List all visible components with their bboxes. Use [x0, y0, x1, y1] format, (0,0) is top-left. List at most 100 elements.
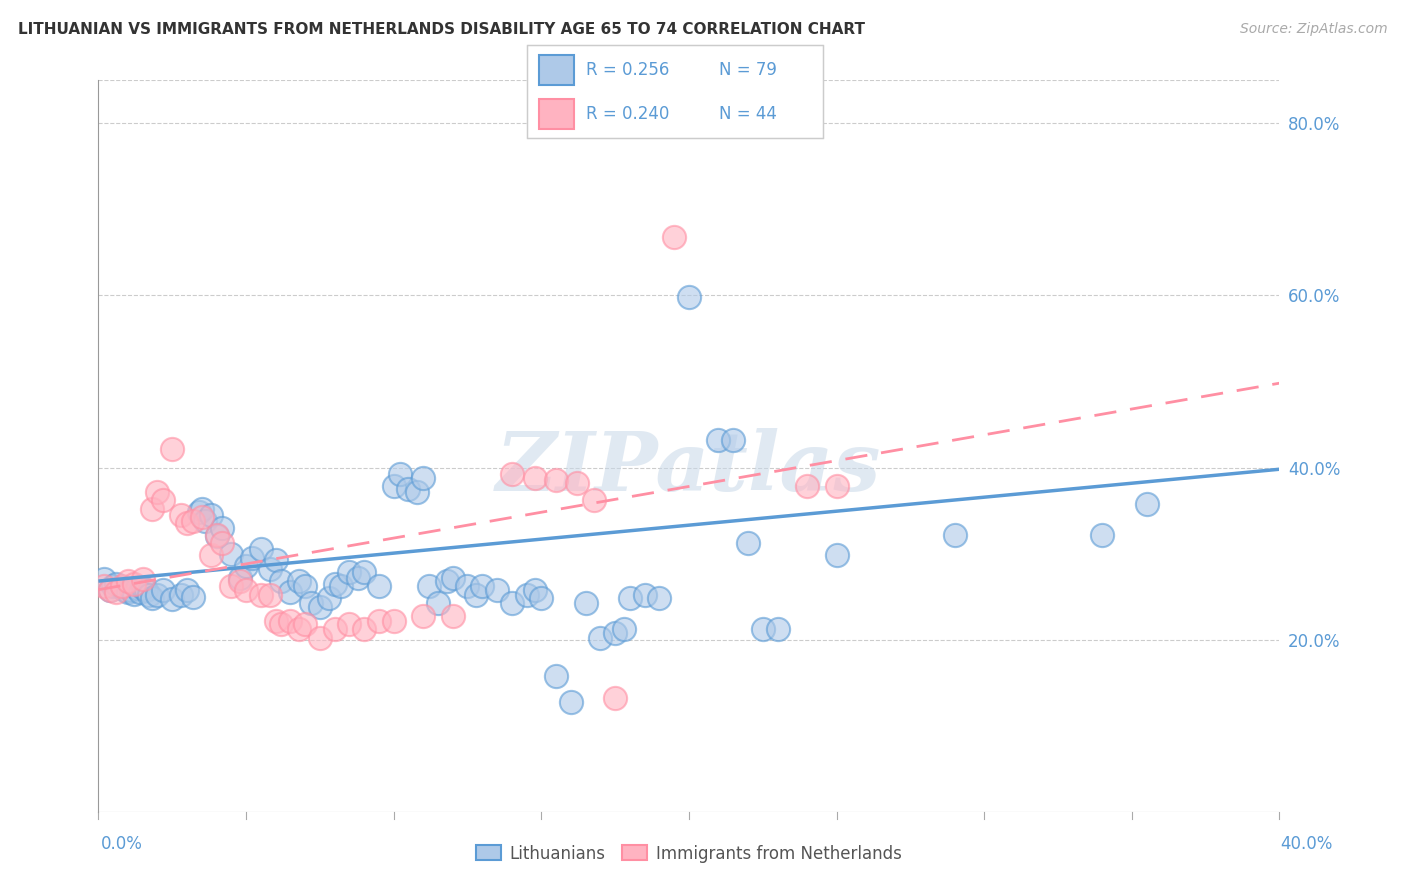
Legend: Lithuanians, Immigrants from Netherlands: Lithuanians, Immigrants from Netherlands — [470, 838, 908, 869]
Point — [132, 581, 155, 595]
Point — [152, 582, 174, 597]
Point — [162, 592, 183, 607]
Point — [250, 588, 273, 602]
Point — [120, 582, 142, 597]
Point — [323, 576, 346, 591]
Point — [560, 695, 582, 709]
Point — [219, 579, 242, 593]
Point — [501, 467, 523, 482]
Point — [751, 622, 773, 636]
Text: ZIPatlas: ZIPatlas — [496, 428, 882, 508]
Point — [191, 501, 214, 516]
Point — [114, 582, 136, 597]
Bar — [538, 55, 575, 85]
Text: 40.0%: 40.0% — [1281, 835, 1333, 853]
Point — [200, 508, 222, 522]
Point — [111, 581, 134, 595]
Point — [353, 622, 375, 636]
Point — [418, 579, 440, 593]
Text: R = 0.240: R = 0.240 — [586, 105, 669, 123]
Point — [347, 571, 370, 585]
Bar — [538, 99, 575, 129]
Point — [723, 433, 745, 447]
Point — [583, 493, 606, 508]
Point — [264, 614, 287, 628]
Point — [619, 591, 641, 606]
Point — [98, 582, 121, 597]
Point — [278, 614, 302, 628]
Text: R = 0.256: R = 0.256 — [586, 61, 669, 78]
Point — [128, 585, 150, 599]
Point — [170, 588, 193, 602]
Point — [146, 588, 169, 602]
Point — [288, 622, 311, 636]
Text: N = 79: N = 79 — [720, 61, 778, 78]
Point — [259, 562, 281, 576]
Point — [132, 573, 155, 587]
Point — [181, 514, 204, 528]
Point — [176, 582, 198, 597]
Point — [211, 536, 233, 550]
Text: LITHUANIAN VS IMMIGRANTS FROM NETHERLANDS DISABILITY AGE 65 TO 74 CORRELATION CH: LITHUANIAN VS IMMIGRANTS FROM NETHERLAND… — [18, 22, 865, 37]
Point — [191, 510, 214, 524]
Point — [368, 579, 391, 593]
Point — [633, 588, 655, 602]
Point — [546, 669, 568, 683]
Point — [530, 591, 553, 606]
Point — [766, 622, 789, 636]
Point — [396, 482, 419, 496]
Point — [240, 550, 263, 565]
Point — [441, 608, 464, 623]
Point — [678, 290, 700, 304]
Point — [323, 622, 346, 636]
Point — [98, 582, 121, 597]
Point — [501, 597, 523, 611]
Point — [111, 579, 134, 593]
Point — [546, 474, 568, 488]
Point — [294, 617, 316, 632]
Point — [388, 467, 411, 482]
Point — [299, 597, 322, 611]
Point — [229, 571, 252, 585]
Point — [105, 585, 128, 599]
Point — [339, 617, 360, 632]
Point — [103, 579, 125, 593]
Point — [589, 631, 612, 645]
Point — [117, 585, 139, 599]
Point — [141, 591, 163, 606]
Point — [170, 508, 193, 522]
Point — [613, 622, 636, 636]
Point — [796, 479, 818, 493]
Point — [825, 479, 848, 493]
Point — [329, 579, 352, 593]
Point — [382, 614, 405, 628]
Point — [309, 631, 332, 645]
Point — [93, 573, 115, 587]
Point — [382, 479, 405, 493]
Point — [456, 579, 478, 593]
Point — [825, 549, 848, 563]
Point — [200, 549, 222, 563]
Point — [605, 691, 627, 706]
Point — [194, 514, 217, 528]
Point — [524, 471, 547, 485]
Point — [406, 484, 429, 499]
Point — [486, 582, 509, 597]
Text: Source: ZipAtlas.com: Source: ZipAtlas.com — [1240, 22, 1388, 37]
Text: N = 44: N = 44 — [720, 105, 778, 123]
Point — [412, 471, 434, 485]
Point — [162, 442, 183, 456]
Point — [339, 566, 360, 580]
Point — [1091, 527, 1114, 541]
Point — [605, 625, 627, 640]
Point — [270, 617, 292, 632]
Point — [648, 591, 671, 606]
Point — [105, 576, 128, 591]
Point — [205, 529, 228, 543]
Point — [309, 599, 332, 614]
Text: 0.0%: 0.0% — [101, 835, 143, 853]
Point — [264, 553, 287, 567]
Point — [574, 597, 596, 611]
Point — [412, 608, 434, 623]
Point — [125, 581, 148, 595]
